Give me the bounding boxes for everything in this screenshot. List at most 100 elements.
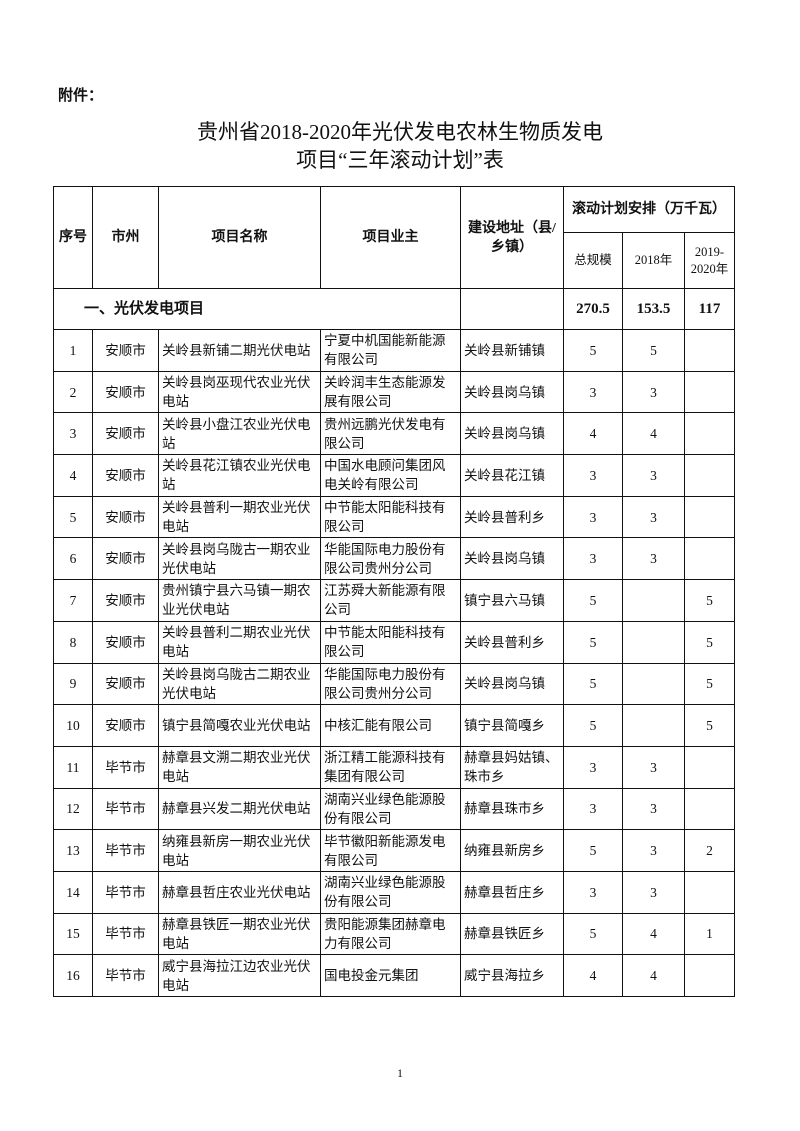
- header-seq: 序号: [53, 186, 93, 289]
- row-total: 3: [563, 745, 623, 789]
- section-label: 一、光伏发电项目: [53, 288, 461, 330]
- row-seq: 16: [53, 954, 93, 997]
- table-row: 2 安顺市 关岭县岗巫现代农业光伏电站 关岭润丰生态能源发展有限公司 关岭县岗乌镇 3 3: [53, 370, 736, 414]
- row-2018: 3: [622, 370, 685, 414]
- section-2019-2020: 117: [683, 288, 736, 330]
- row-project-name: 关岭县岗巫现代农业光伏电站: [158, 370, 321, 414]
- row-city: 安顺市: [92, 412, 159, 456]
- row-project-name: 赫章县文溯二期农业光伏电站: [158, 745, 321, 789]
- row-2018: 3: [622, 537, 685, 581]
- row-total: 3: [563, 454, 623, 497]
- row-location: 赫章县哲庄乡: [460, 870, 564, 914]
- section-total: 270.5: [563, 288, 623, 330]
- table-row: 9 安顺市 关岭县岗乌陇古二期农业光伏电站 华能国际电力股份有限公司贵州分公司 关岭县岗…: [53, 662, 736, 706]
- row-2018: [622, 620, 685, 664]
- row-owner: 湖南兴业绿色能源股份有限公司: [320, 870, 461, 914]
- page-number: 1: [397, 1066, 403, 1080]
- section-2018: 153.5: [622, 288, 685, 330]
- row-city: 安顺市: [92, 579, 159, 622]
- row-location: 镇宁县六马镇: [460, 579, 564, 622]
- row-city: 毕节市: [92, 954, 159, 997]
- row-seq: 5: [53, 495, 93, 539]
- row-location: 纳雍县新房乡: [460, 829, 564, 872]
- header-2018: 2018年: [622, 232, 685, 289]
- table-row: 7 安顺市 贵州镇宁县六马镇一期农业光伏电站 江苏舜大新能源有限公司 镇宁县六马镇 5 5: [53, 579, 736, 622]
- table-row: 12 毕节市 赫章县兴发二期光伏电站 湖南兴业绿色能源股份有限公司 赫章县珠市乡 3 3: [53, 787, 736, 831]
- row-2019-2020: [683, 412, 736, 456]
- table-row: 8 安顺市 关岭县普利二期农业光伏电站 中节能太阳能科技有限公司 关岭县普利乡 5 5: [53, 620, 736, 664]
- table-row: 1 安顺市 关岭县新铺二期光伏电站 宁夏中机国能新能源有限公司 关岭县新铺镇 5 5: [53, 329, 736, 372]
- row-project-name: 关岭县新铺二期光伏电站: [158, 329, 321, 372]
- row-seq: 14: [53, 870, 93, 914]
- row-2019-2020: [683, 787, 736, 831]
- row-location: 关岭县普利乡: [460, 620, 564, 664]
- row-total: 4: [563, 954, 623, 997]
- row-2018: [622, 579, 685, 622]
- row-project-name: 威宁县海拉江边农业光伏电站: [158, 954, 321, 997]
- row-project-name: 赫章县兴发二期光伏电站: [158, 787, 321, 831]
- section-row: 一、光伏发电项目 270.5 153.5 117: [53, 288, 736, 330]
- header-total: 总规模: [563, 232, 623, 289]
- document-title-line1: 贵州省2018-2020年光伏发电农林生物质发电: [197, 120, 603, 144]
- row-location: 赫章县珠市乡: [460, 787, 564, 831]
- row-location: 关岭县花江镇: [460, 454, 564, 497]
- table-row: 10 安顺市 镇宁县简嘎农业光伏电站 中核汇能有限公司 镇宁县简嘎乡 5 5: [53, 704, 736, 747]
- row-seq: 4: [53, 454, 93, 497]
- row-seq: 8: [53, 620, 93, 664]
- row-location: 关岭县岗乌镇: [460, 412, 564, 456]
- row-project-name: 纳雍县新房一期农业光伏电站: [158, 829, 321, 872]
- header-2019-2020: 2019-2020年: [683, 232, 736, 289]
- row-seq: 2: [53, 370, 93, 414]
- row-seq: 1: [53, 329, 93, 372]
- row-owner: 华能国际电力股份有限公司贵州分公司: [320, 662, 461, 706]
- row-total: 5: [563, 329, 623, 372]
- row-2018: 4: [622, 412, 685, 456]
- table-row: 6 安顺市 关岭县岗乌陇古一期农业光伏电站 华能国际电力股份有限公司贵州分公司 关岭县岗…: [53, 537, 736, 581]
- row-seq: 13: [53, 829, 93, 872]
- row-2018: [622, 704, 685, 747]
- row-owner: 宁夏中机国能新能源有限公司: [320, 329, 461, 372]
- row-project-name: 赫章县哲庄农业光伏电站: [158, 870, 321, 914]
- row-total: 3: [563, 870, 623, 914]
- row-owner: 毕节徽阳新能源发电有限公司: [320, 829, 461, 872]
- row-2019-2020: 5: [683, 662, 736, 706]
- row-2019-2020: [683, 954, 736, 997]
- row-owner: 关岭润丰生态能源发展有限公司: [320, 370, 461, 414]
- row-owner: 江苏舜大新能源有限公司: [320, 579, 461, 622]
- row-project-name: 关岭县小盘江农业光伏电站: [158, 412, 321, 456]
- row-total: 3: [563, 370, 623, 414]
- row-2018: 4: [622, 912, 685, 956]
- row-location: 关岭县岗乌镇: [460, 662, 564, 706]
- row-seq: 11: [53, 745, 93, 789]
- row-2019-2020: 5: [683, 704, 736, 747]
- row-total: 4: [563, 412, 623, 456]
- row-location: 关岭县岗乌镇: [460, 370, 564, 414]
- table-row: 15 毕节市 赫章县铁匠一期农业光伏电站 贵阳能源集团赫章电力有限公司 赫章县铁匠乡 5 4…: [53, 912, 736, 956]
- header-plan-group: 滚动计划安排（万千瓦）: [562, 186, 736, 233]
- row-location: 关岭县新铺镇: [460, 329, 564, 372]
- row-city: 毕节市: [92, 870, 159, 914]
- row-owner: 贵州远鹏光伏发电有限公司: [320, 412, 461, 456]
- row-2019-2020: [683, 870, 736, 914]
- row-2018: 3: [622, 495, 685, 539]
- table-row: 13 毕节市 纳雍县新房一期农业光伏电站 毕节徽阳新能源发电有限公司 纳雍县新房乡 5 3 2: [53, 829, 736, 872]
- table-row: 3 安顺市 关岭县小盘江农业光伏电站 贵州远鹏光伏发电有限公司 关岭县岗乌镇 4 4: [53, 412, 736, 456]
- row-city: 安顺市: [92, 662, 159, 706]
- row-2018: 5: [622, 329, 685, 372]
- row-city: 安顺市: [92, 537, 159, 581]
- row-2019-2020: 5: [683, 620, 736, 664]
- row-project-name: 关岭县岗乌陇古一期农业光伏电站: [158, 537, 321, 581]
- row-city: 毕节市: [92, 912, 159, 956]
- row-total: 5: [563, 704, 623, 747]
- row-2019-2020: [683, 537, 736, 581]
- row-2018: 3: [622, 829, 685, 872]
- row-2019-2020: [683, 370, 736, 414]
- row-2018: 3: [622, 454, 685, 497]
- row-owner: 华能国际电力股份有限公司贵州分公司: [320, 537, 461, 581]
- row-project-name: 关岭县普利一期农业光伏电站: [158, 495, 321, 539]
- row-project-name: 赫章县铁匠一期农业光伏电站: [158, 912, 321, 956]
- row-2019-2020: 1: [683, 912, 736, 956]
- row-seq: 7: [53, 579, 93, 622]
- attachment-label: 附件：: [58, 88, 104, 104]
- row-total: 5: [563, 829, 623, 872]
